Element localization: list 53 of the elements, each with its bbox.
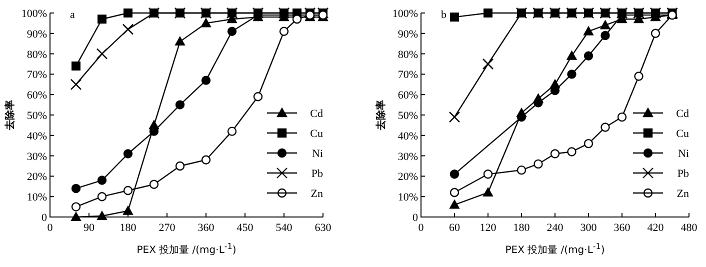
y-tick-label: 90% bbox=[398, 28, 418, 40]
y-tick-label: 70% bbox=[26, 69, 47, 82]
y-tick-label: 0 bbox=[412, 212, 418, 224]
legend-label: Cu bbox=[310, 128, 324, 140]
legend-label: Cu bbox=[676, 128, 690, 140]
y-tick-label: 30% bbox=[398, 150, 418, 163]
x-tick-label: 90 bbox=[84, 222, 95, 234]
x-tick-label: 360 bbox=[614, 222, 631, 234]
x-tick-label: 180 bbox=[120, 222, 137, 234]
y-tick-label: 80% bbox=[398, 48, 418, 61]
legend-label: Pb bbox=[677, 168, 690, 180]
y-tick-label: 100% bbox=[21, 8, 47, 20]
y-tick-label: 10% bbox=[398, 192, 418, 204]
legend-label: Cd bbox=[310, 108, 324, 120]
y-tick-label: 20% bbox=[398, 171, 418, 184]
x-tick-label: 480 bbox=[680, 222, 698, 234]
y-tick-label: 0 bbox=[42, 212, 48, 224]
x-tick-label: 420 bbox=[647, 222, 664, 234]
x-tick-label: 270 bbox=[158, 222, 176, 234]
y-tick-label: 50% bbox=[398, 110, 418, 122]
y-tick-label: 90% bbox=[26, 28, 47, 40]
x-tick-label: 180 bbox=[513, 222, 530, 234]
y-tick-label: 80% bbox=[26, 48, 47, 61]
x-tick-label: 360 bbox=[198, 222, 215, 234]
y-tick-label: 40% bbox=[26, 130, 47, 142]
x-axis-title: PEX 投加量 /(mg·L$^{-1}$) bbox=[136, 242, 236, 256]
y-axis-title: 去除率 bbox=[4, 100, 16, 131]
x-tick-label: 630 bbox=[314, 222, 332, 234]
legend-label: Pb bbox=[311, 168, 324, 180]
chart-title: b bbox=[441, 9, 447, 21]
y-tick-label: 20% bbox=[26, 171, 47, 184]
legend-label: Ni bbox=[678, 148, 689, 160]
x-axis-title: PEX 投加量 /(mg·L$^{-1}$) bbox=[505, 242, 605, 256]
x-tick-label: 300 bbox=[580, 222, 598, 234]
legend-label: Zn bbox=[676, 188, 690, 200]
y-tick-label: 60% bbox=[398, 90, 418, 102]
x-tick-label: 450 bbox=[236, 222, 254, 234]
chart-title: a bbox=[70, 9, 75, 21]
legend-label: Zn bbox=[310, 188, 324, 200]
y-tick-label: 30% bbox=[26, 150, 47, 163]
x-tick-label: 540 bbox=[276, 222, 293, 234]
legend-label: Cd bbox=[676, 108, 690, 120]
y-tick-label: 60% bbox=[26, 90, 47, 102]
x-tick-label: 60 bbox=[449, 222, 460, 234]
y-tick-label: 100% bbox=[392, 8, 418, 20]
y-tick-label: 10% bbox=[26, 192, 47, 204]
y-axis-title: 去除率 bbox=[375, 100, 387, 131]
legend-label: Ni bbox=[312, 148, 323, 160]
x-tick-label: 120 bbox=[480, 222, 497, 234]
y-tick-label: 70% bbox=[398, 69, 418, 82]
y-tick-label: 50% bbox=[26, 110, 47, 122]
x-tick-label: 240 bbox=[546, 222, 564, 234]
y-tick-label: 40% bbox=[398, 130, 418, 142]
